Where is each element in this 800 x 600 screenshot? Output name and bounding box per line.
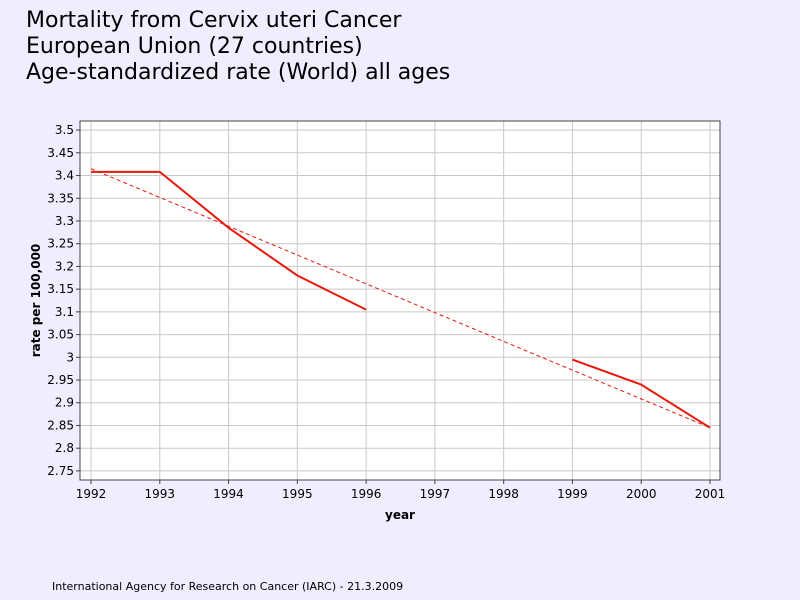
y-axis-ticks: 2.75 2.8 2.85 2.9 2.95 3 3.05 3.1 3.15 3.2 3.25 3.3… — [47, 123, 80, 478]
y-tick-label: 3.25 — [47, 237, 74, 251]
y-tick-label: 3 — [66, 350, 74, 364]
y-tick-label: 3.5 — [55, 123, 74, 137]
y-axis-label: rate per 100,000 — [29, 244, 43, 358]
y-tick-label: 2.8 — [55, 441, 74, 455]
y-tick-label: 3.2 — [55, 259, 74, 273]
title-line-3: Age-standardized rate (World) all ages — [26, 60, 451, 85]
title-line-2: European Union (27 countries) — [26, 34, 363, 59]
x-axis-ticks: 1992 1993 1994 1995 1996 1997 1998 1999 2000 2001 — [76, 480, 726, 501]
y-tick-label: 3.4 — [55, 169, 74, 183]
y-tick-label: 3.3 — [55, 214, 74, 228]
x-tick-label: 2000 — [626, 487, 657, 501]
series-line — [572, 358, 711, 429]
chart-title: Mortality from Cervix uteri Cancer Europ… — [26, 8, 450, 86]
x-tick-label: 2001 — [695, 487, 726, 501]
x-tick-label: 1997 — [420, 487, 451, 501]
y-tick-label: 2.85 — [47, 418, 74, 432]
y-tick-label: 2.75 — [47, 464, 74, 478]
plot-area — [80, 121, 720, 480]
plot-border — [79, 120, 721, 481]
y-tick-label: 3.35 — [47, 191, 74, 205]
x-axis-label: year — [385, 508, 415, 522]
x-tick-label: 1993 — [145, 487, 176, 501]
footer-credit: International Agency for Research on Can… — [52, 580, 404, 593]
x-tick-label: 1995 — [282, 487, 313, 501]
x-tick-label: 1998 — [488, 487, 519, 501]
series-line — [91, 170, 367, 311]
y-tick-label: 2.9 — [55, 396, 74, 410]
grid-lines — [80, 121, 720, 480]
x-tick-label: 1999 — [557, 487, 588, 501]
y-tick-label: 3.15 — [47, 282, 74, 296]
series-layer — [90, 168, 711, 429]
y-tick-label: 2.95 — [47, 373, 74, 387]
y-tick-label: 3.05 — [47, 328, 74, 342]
x-tick-label: 1996 — [351, 487, 382, 501]
y-tick-label: 3.45 — [47, 146, 74, 160]
title-line-1: Mortality from Cervix uteri Cancer — [26, 8, 402, 33]
x-tick-label: 1992 — [76, 487, 107, 501]
x-tick-label: 1994 — [213, 487, 244, 501]
y-tick-label: 3.1 — [55, 305, 74, 319]
